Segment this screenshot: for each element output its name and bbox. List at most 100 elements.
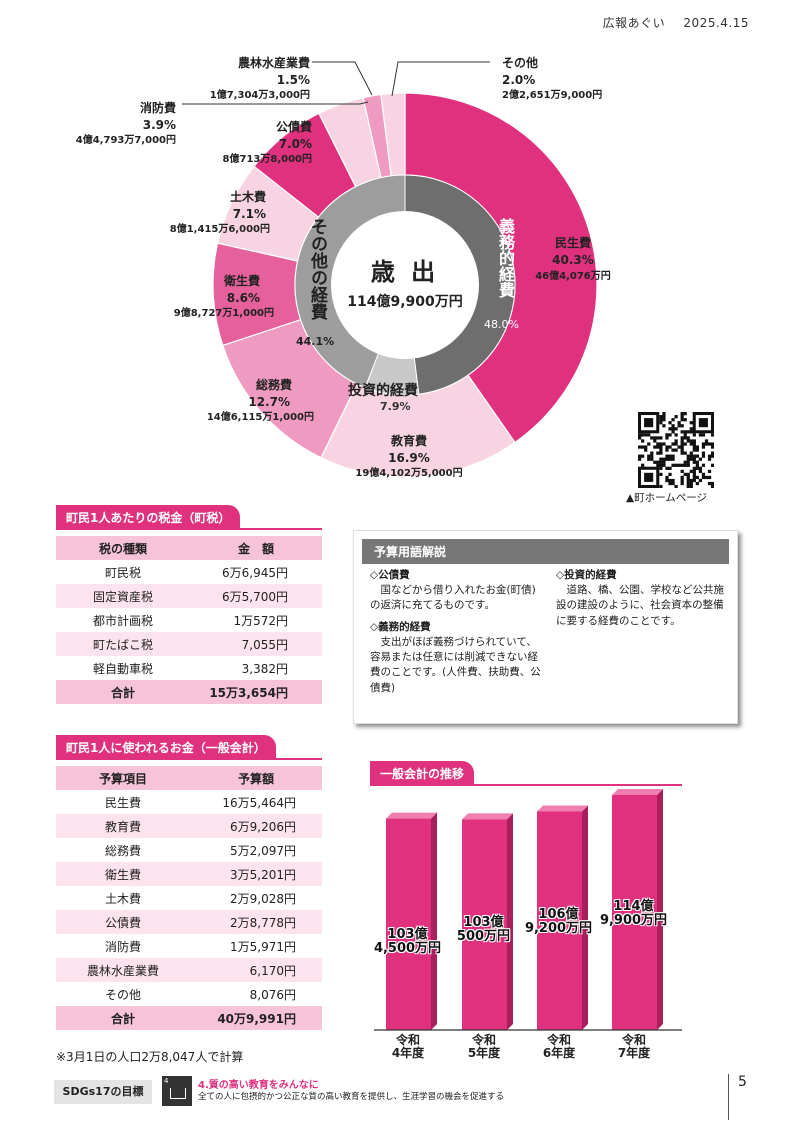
- bar-1: [462, 819, 507, 1030]
- bar-top: [612, 789, 663, 795]
- tax-table: 税の種類金 額 町民税 6万6,945円 固定資産税 6万5,700円 都市計画税 1…: [56, 536, 322, 704]
- spend-row-amount: 8,076円: [249, 987, 296, 1002]
- bar-x-label: 令和 5年度: [467, 1033, 501, 1061]
- spend-row-item: 土木費: [104, 891, 141, 906]
- label-kosai-name: 公債費: [275, 120, 312, 134]
- label-minsei: 民生費 40.3% 46億4,076万円: [528, 234, 618, 282]
- page-header: 広報あぐい 2025.4.15: [603, 14, 749, 31]
- bar-side: [657, 789, 663, 1030]
- spend-title-rule: [56, 758, 322, 760]
- inner-label-investment: 投資的経費: [348, 383, 418, 399]
- bar-value-label: 103億 4,500万円: [373, 927, 442, 956]
- spend-row-item: 民生費: [104, 795, 141, 810]
- spend-row-item: 農林水産業費: [56, 958, 190, 982]
- tax-row-amount: 3,382円: [241, 661, 288, 676]
- inner-pct-investment: 7.9%: [380, 400, 411, 413]
- label-shobo-name: 消防費: [139, 101, 176, 115]
- label-norin-name: 農林水産業費: [237, 56, 310, 70]
- glossary-col-right: ◇投資的経費 道路、橋、公園、学校など公共施設の建設のように、社会資本の整備に要…: [556, 568, 726, 629]
- spend-row-amount: 6,170円: [190, 958, 322, 982]
- bar-chart-title: 一般会計の推移: [370, 761, 475, 786]
- label-doboku: 土木費 7.1% 8億1,415万6,000円: [150, 188, 270, 235]
- label-eisei-pct: 8.6%: [226, 290, 260, 305]
- tax-table-title: 町民1人あたりの税金（町税）: [56, 505, 241, 530]
- table-row: 衛生費 3万5,201円: [56, 862, 322, 886]
- sdgs-goal4-icon: 4: [162, 1076, 192, 1106]
- publication-name: 広報あぐい: [602, 16, 666, 30]
- label-eisei: 衛生費 8.6% 9億8,727万1,000円: [144, 272, 274, 319]
- spend-row-amount: 6万9,206円: [190, 814, 322, 838]
- bar-side: [582, 805, 588, 1030]
- spend-row-item: 総務費: [104, 843, 141, 858]
- glossary-term-gimu: ◇義務的経費: [370, 620, 431, 633]
- label-somu-name: 総務費: [255, 378, 292, 392]
- label-kosai-pct: 7.0%: [278, 136, 312, 151]
- label-doboku-pct: 7.1%: [232, 206, 266, 221]
- leader-line: [312, 61, 373, 96]
- spend-table: 予算項目 予算額 民生費 16万5,464円 教育費 6万9,206円 総務費 5万2,…: [56, 766, 322, 1030]
- label-shobo-pct: 3.9%: [142, 117, 176, 132]
- bar-side: [431, 812, 437, 1030]
- label-eisei-name: 衛生費: [223, 274, 260, 288]
- leader-line: [182, 101, 369, 105]
- leader-line: [391, 61, 490, 97]
- table-row: 消防費 1万5,971円: [56, 934, 322, 958]
- label-minsei-amount: 46億4,076万円: [535, 270, 611, 282]
- table-row: 軽自動車税 3,382円: [56, 656, 322, 680]
- bar-3: [612, 795, 657, 1030]
- spend-row-amount: 5万2,097円: [230, 843, 296, 858]
- glossary-term-kosai: ◇公債費: [370, 569, 410, 581]
- spend-header-item: 予算項目: [56, 766, 190, 790]
- bar-x-label: 令和 7年度: [617, 1033, 651, 1061]
- table-row: 民生費 16万5,464円: [56, 790, 322, 814]
- tax-row-amount: 6万6,945円: [222, 565, 288, 580]
- bar-side: [507, 813, 513, 1030]
- label-norin-pct: 1.5%: [276, 72, 310, 87]
- label-doboku-name: 土木費: [229, 190, 266, 204]
- glossary-text-gimu: 支出がほぼ義務づけられていて、容易または任意には削減できない経費のことです。(人…: [370, 635, 541, 694]
- label-shobo-amount: 4億4,793万7,000円: [75, 134, 176, 146]
- sdgs-goal-title: 4.質の高い教育をみんなに: [198, 1080, 319, 1091]
- tax-title-rule: [56, 528, 322, 530]
- spend-row-amount: 2万8,778円: [190, 910, 322, 934]
- glossary-col-left: ◇公債費 国などから借り入れたお金(町債)の返済に充てるものです。 ◇義務的経費…: [370, 568, 542, 696]
- bar-x-label: 令和 4年度: [391, 1033, 425, 1061]
- glossary-text-toshi: 道路、橋、公園、学校など公共施設の建設のように、社会資本の整備に要する経費のこと…: [556, 584, 724, 627]
- label-kyoiku: 教育費 16.9% 19億4,102万5,000円: [354, 432, 464, 479]
- bar-0: [386, 818, 431, 1030]
- label-doboku-amount: 8億1,415万6,000円: [169, 223, 270, 235]
- spend-row-item: 消防費: [104, 939, 141, 954]
- qr-code-icon[interactable]: [638, 412, 714, 488]
- label-kosai: 公債費 7.0% 8億713万8,000円: [196, 118, 312, 165]
- label-eisei-amount: 9億8,727万1,000円: [173, 307, 274, 319]
- sdgs-goal-text: 全ての人に包摂的かつ公正な質の高い教育を提供し、生涯学習の機会を促進する: [198, 1092, 505, 1102]
- label-minsei-pct: 40.3%: [552, 252, 594, 267]
- glossary-term-toshi: ◇投資的経費: [556, 569, 617, 581]
- spend-table-title: 町民1人に使われるお金（一般会計）: [56, 735, 276, 760]
- inner-pct-other: 44.1%: [296, 335, 335, 348]
- table-row: 農林水産業費 6,170円: [56, 958, 322, 982]
- spend-row-item: 教育費: [56, 814, 190, 838]
- inner-label-other: その他の経費: [307, 218, 327, 320]
- spend-row-item: 公債費: [56, 910, 190, 934]
- tax-total-amount: 15万3,654円: [190, 680, 322, 704]
- bar-x-label: 令和 6年度: [542, 1033, 576, 1061]
- donut-center-title: 歳 出: [370, 258, 440, 286]
- donut-center-total: 114億9,900万円: [347, 294, 463, 310]
- page-number: 5: [738, 1074, 747, 1090]
- tax-header-amount: 金 額: [190, 536, 322, 560]
- spend-total-amount: 40万9,991円: [190, 1006, 322, 1030]
- page-divider: [728, 1074, 729, 1120]
- table-row: 固定資産税 6万5,700円: [56, 584, 322, 608]
- bar-top: [386, 812, 437, 819]
- bar-top: [537, 805, 588, 812]
- spend-header-amount: 予算額: [190, 766, 322, 790]
- tax-row-type: 軽自動車税: [92, 661, 153, 676]
- tax-row-type: 町たばこ税: [56, 632, 190, 656]
- sdgs-label: SDGs17の目標: [54, 1080, 152, 1104]
- table-row: 公債費 2万8,778円: [56, 910, 322, 934]
- tax-header-type: 税の種類: [56, 536, 190, 560]
- label-norin-amount: 1億7,304万3,000円: [209, 89, 310, 101]
- spend-row-item: その他: [104, 987, 141, 1002]
